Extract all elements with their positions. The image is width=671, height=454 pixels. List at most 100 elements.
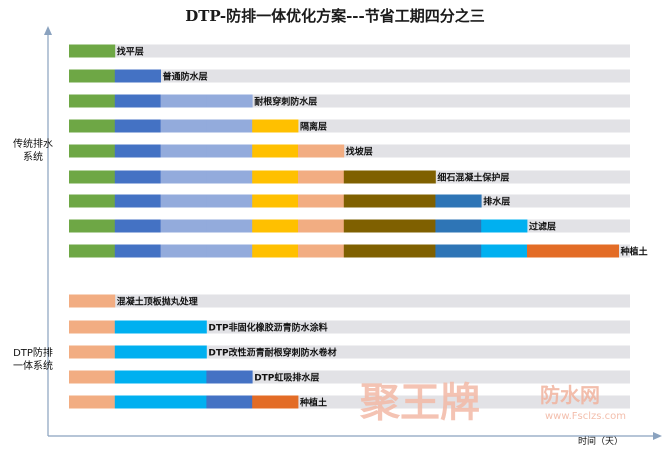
y-axis-arrow (44, 26, 52, 35)
bar-segment-green (69, 219, 116, 233)
bar-segment-cyan (114, 395, 161, 409)
bar-segment-olive (343, 244, 390, 258)
bar-segment-blue (114, 244, 161, 258)
watermark: 聚王牌 防水网 www.Fsclzs.com (359, 380, 626, 426)
bar-segment-lightblue (206, 170, 253, 184)
bar-segment-cyan (160, 370, 207, 384)
bar-segment-olive (389, 194, 436, 208)
bar-segment-salmon (69, 370, 116, 384)
bars (69, 44, 619, 409)
bar-segment-green (69, 44, 116, 58)
bar-segment-blue (206, 395, 253, 409)
bar-segment-olive (389, 219, 436, 233)
bar-segment-yellow (252, 119, 299, 133)
bar-segment-steel (435, 194, 482, 208)
bar-track (69, 320, 630, 334)
bar-segment-lightblue (160, 219, 207, 233)
row-label: 过滤层 (529, 221, 556, 233)
bar-segment-steel (435, 244, 482, 258)
bar-track (69, 44, 630, 58)
bar-segment-green (69, 170, 116, 184)
bar-segment-cyan (160, 345, 207, 359)
row-label: 普通防水层 (163, 71, 208, 83)
bar-segment-green (69, 94, 116, 108)
bar-segment-olive (389, 244, 436, 258)
bar-segment-salmon (298, 194, 345, 208)
row-label: DTP改性沥青耐根穿刺防水卷材 (208, 347, 336, 359)
bar-segment-yellow (252, 244, 299, 258)
row-label: 隔离层 (300, 121, 327, 133)
bar-segment-yellow (252, 219, 299, 233)
bar-segment-blue (114, 144, 161, 158)
bar-segment-orange (572, 244, 619, 258)
bar-segment-green (69, 69, 116, 83)
group-label-dtp-line1: DTP防排 (13, 346, 53, 359)
axes (44, 26, 662, 440)
bar-segment-yellow (252, 194, 299, 208)
bar-segment-blue (206, 370, 253, 384)
bar-segment-lightblue (160, 170, 207, 184)
bar-track (69, 294, 630, 308)
watermark-suffix: 防水网 (540, 383, 600, 407)
row-labels: 找平层普通防水层耐根穿刺防水层隔离层找坡层细石混凝土保护层排水层过滤层种植土混凝… (117, 46, 648, 409)
bar-segment-steel (435, 219, 482, 233)
bar-segment-salmon (298, 244, 345, 258)
bar-segment-green (69, 244, 116, 258)
bar-track (69, 69, 630, 83)
bar-segment-cyan (160, 395, 207, 409)
bar-segment-lightblue (206, 144, 253, 158)
bar-segment-lightblue (206, 194, 253, 208)
bar-segment-cyan (160, 320, 207, 334)
bar-segment-lightblue (206, 94, 253, 108)
watermark-url: www.Fsclzs.com (545, 411, 626, 422)
group-label-dtp-line2: 一体系统 (13, 359, 53, 372)
x-axis-arrow (653, 432, 662, 440)
group-label-traditional-line2: 系统 (23, 150, 43, 163)
bar-segment-lightblue (160, 194, 207, 208)
bar-segment-blue (114, 119, 161, 133)
row-label: 排水层 (483, 196, 510, 208)
bar-segment-salmon (298, 170, 345, 184)
bar-segment-cyan (114, 370, 161, 384)
bar-segment-orange (527, 244, 574, 258)
row-label: 找坡层 (346, 146, 373, 158)
bar-segment-green (69, 144, 116, 158)
row-label: 找平层 (117, 46, 144, 58)
bar-segment-salmon (69, 395, 116, 409)
bar-segment-blue (114, 194, 161, 208)
row-label: DTP非固化橡胶沥青防水涂料 (208, 322, 327, 334)
bar-segment-yellow (252, 144, 299, 158)
row-label: 混凝土顶板抛丸处理 (117, 296, 198, 308)
row-label: 种植土 (299, 397, 327, 409)
watermark-brand: 聚王牌 (359, 380, 480, 426)
bar-segment-olive (343, 219, 390, 233)
row-label: DTP虹吸排水层 (254, 372, 319, 384)
bar-segment-cyan (481, 244, 528, 258)
bar-segment-lightblue (160, 94, 207, 108)
bar-segment-cyan (114, 320, 161, 334)
bar-segment-orange (252, 395, 299, 409)
group-label-traditional-line1: 传统排水 (13, 137, 53, 150)
x-axis-label: 时间（天） (578, 435, 623, 447)
row-label: 种植土 (620, 246, 648, 258)
row-label: 细石混凝土保护层 (437, 172, 509, 184)
row-label: 耐根穿刺防水层 (254, 96, 317, 108)
bar-segment-green (69, 119, 116, 133)
bar-segment-salmon (69, 294, 116, 308)
bar-segment-lightblue (160, 244, 207, 258)
bar-segment-lightblue (206, 119, 253, 133)
bar-segment-olive (389, 170, 436, 184)
bar-segment-salmon (298, 144, 345, 158)
bar-track (69, 345, 630, 359)
bar-segment-lightblue (160, 119, 207, 133)
bar-segment-salmon (69, 320, 116, 334)
bar-segment-lightblue (206, 244, 253, 258)
bar-segment-salmon (69, 345, 116, 359)
bar-segment-green (69, 194, 116, 208)
bar-segment-blue (114, 219, 161, 233)
bar-segment-salmon (298, 219, 345, 233)
bar-segment-blue (114, 94, 161, 108)
bar-segment-lightblue (160, 144, 207, 158)
bar-segment-cyan (114, 345, 161, 359)
